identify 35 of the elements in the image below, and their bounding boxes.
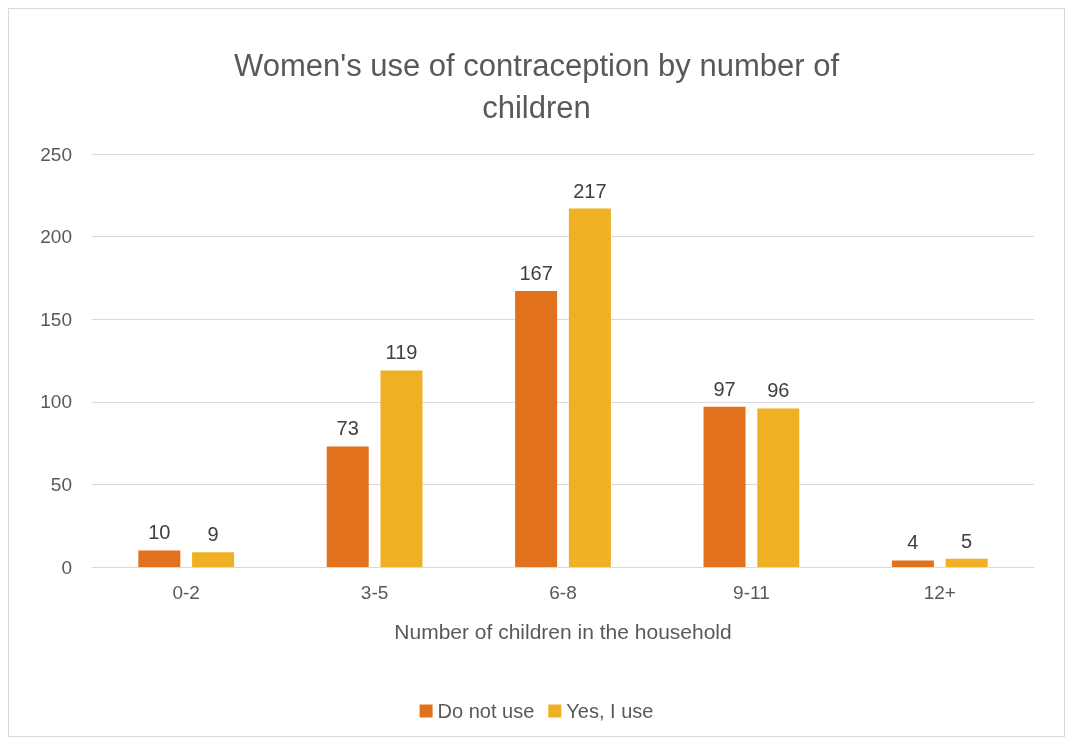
bar [192, 552, 235, 567]
data-label: 4 [907, 531, 919, 554]
y-tick-label: 100 [40, 391, 72, 413]
chart-title: Women's use of contraception by number of children [234, 47, 840, 125]
x-tick-label: 9-11 [733, 582, 770, 603]
data-label: 73 [336, 417, 359, 440]
data-label: 119 [385, 341, 418, 364]
legend-label: Do not use [437, 700, 535, 722]
y-tick-label: 50 [50, 473, 72, 495]
y-tick-label: 250 [40, 143, 72, 165]
legend-label: Yes, I use [566, 700, 654, 722]
bar [380, 370, 423, 567]
bar [568, 208, 611, 567]
x-tick-label: 0-2 [172, 582, 200, 603]
data-label: 217 [573, 179, 607, 202]
data-label: 10 [148, 521, 171, 544]
bar [138, 550, 181, 567]
data-label: 97 [713, 377, 736, 400]
data-label: 167 [519, 262, 553, 285]
bar [326, 446, 369, 567]
bar [757, 408, 800, 567]
y-tick-label: 150 [40, 308, 72, 330]
y-tick-label: 0 [61, 556, 72, 578]
data-label: 5 [961, 529, 973, 552]
data-label: 9 [207, 523, 219, 546]
x-tick-label: 12+ [923, 582, 956, 603]
data-label: 96 [767, 379, 790, 402]
bar [945, 558, 988, 567]
x-tick-label: 3-5 [360, 582, 389, 603]
bar [891, 560, 934, 567]
bar [703, 406, 746, 567]
bar [515, 291, 558, 567]
y-tick-label: 200 [40, 226, 72, 248]
x-axis-title: Number of children in the household [394, 620, 732, 643]
x-tick-label: 6-8 [549, 582, 577, 603]
